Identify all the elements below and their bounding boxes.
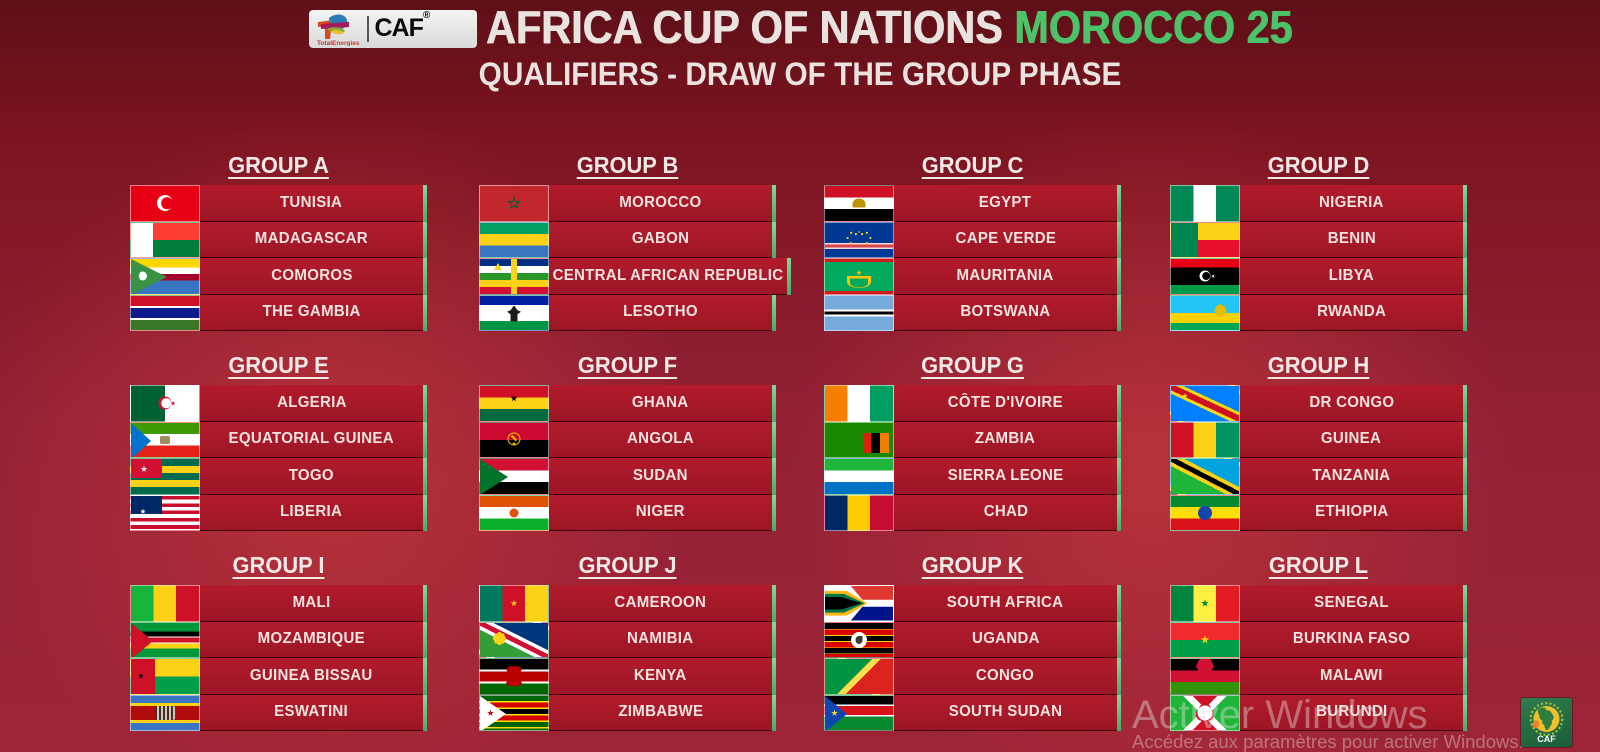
svg-text:CAF: CAF xyxy=(1537,734,1556,744)
svg-text:TotalEnergies: TotalEnergies xyxy=(317,40,360,46)
